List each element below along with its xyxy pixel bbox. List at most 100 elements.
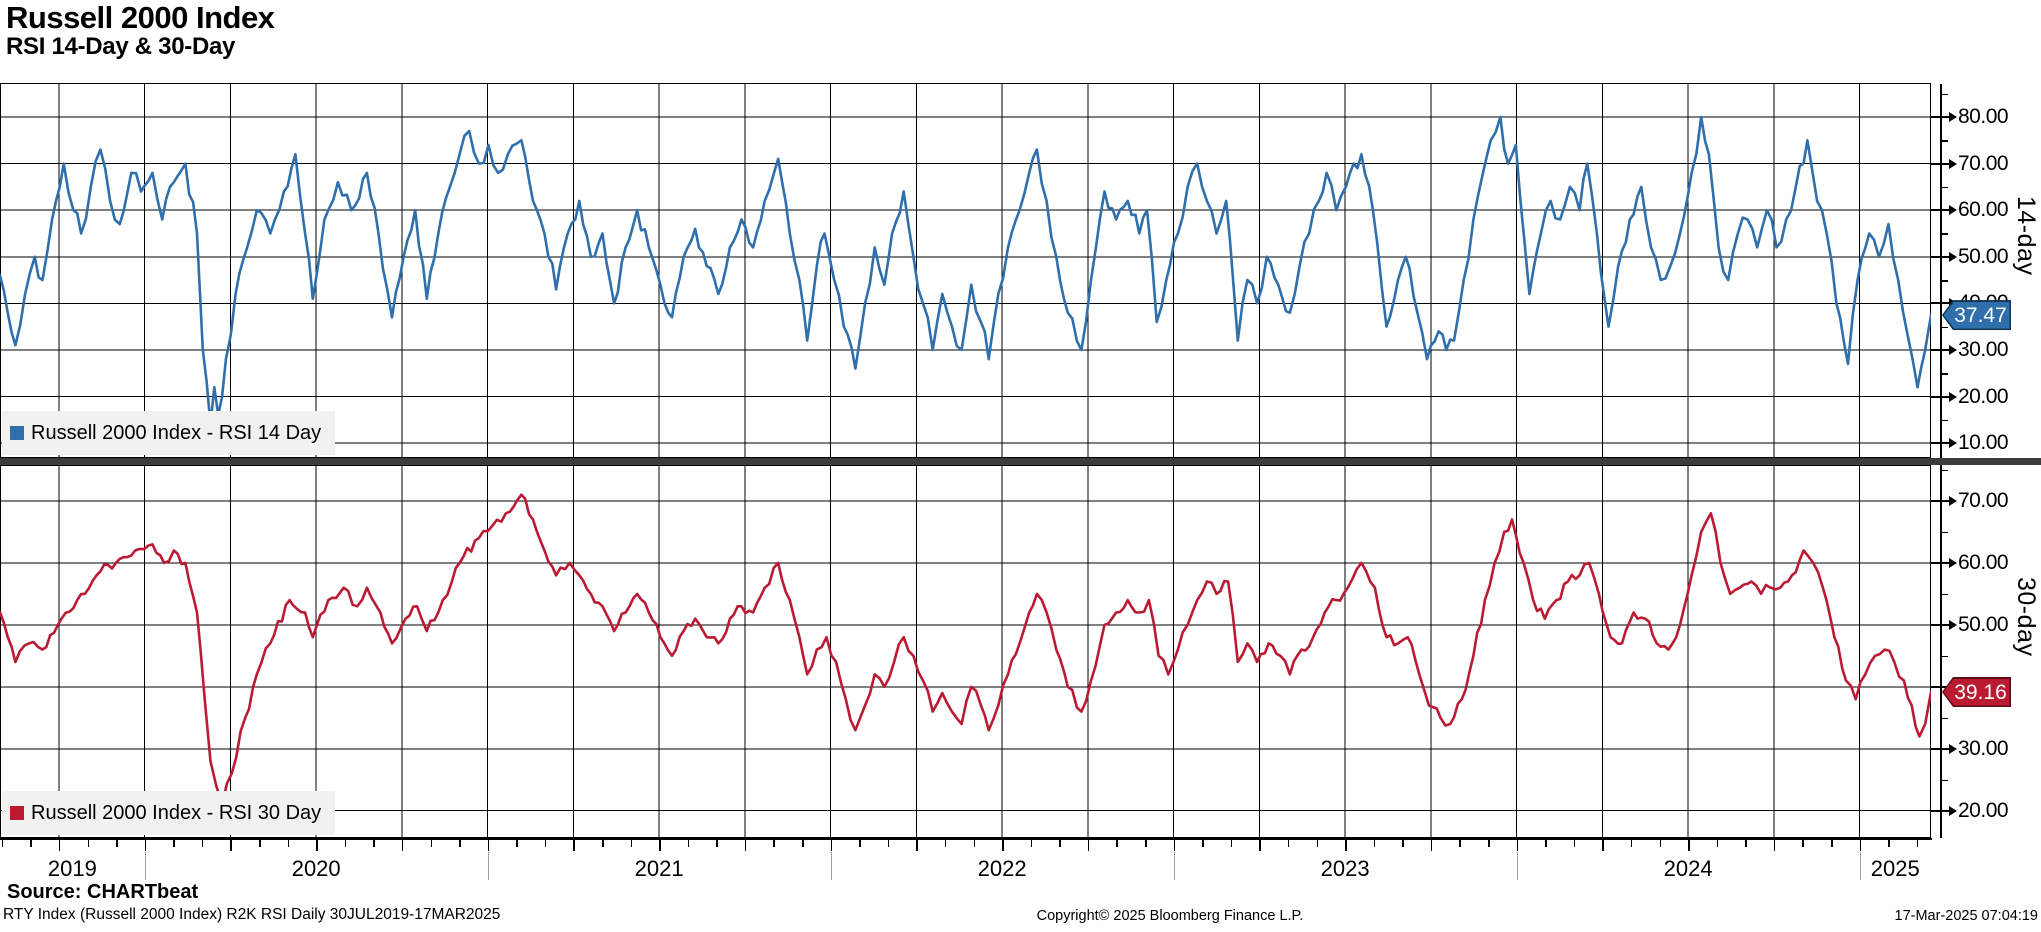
chart-subtitle: RSI 14-Day & 30-Day — [6, 33, 236, 60]
x-month-tick — [1630, 840, 1633, 847]
y-minor-tick — [1940, 717, 1948, 720]
x-month-tick — [1802, 840, 1804, 847]
y-minor-tick — [1940, 186, 1948, 189]
source-label: Source: CHARTbeat — [7, 881, 199, 903]
x-month-tick — [1087, 840, 1090, 851]
x-month-tick — [602, 840, 604, 847]
x-month-tick — [58, 840, 61, 851]
x-month-tick — [1545, 840, 1547, 847]
y-minor-tick — [1940, 531, 1948, 534]
x-month-tick — [1287, 840, 1290, 847]
x-month-tick — [1459, 840, 1461, 847]
y-tick-label: 30.00 — [1958, 337, 2009, 361]
x-month-tick — [1745, 840, 1747, 847]
y-tick-arrow-icon — [1949, 619, 1957, 630]
x-month-tick — [1488, 840, 1490, 847]
x-month-tick — [373, 840, 375, 847]
y-tick-arrow-icon — [1949, 438, 1957, 449]
x-month-tick — [230, 840, 232, 851]
y-tick-arrow-icon — [1949, 205, 1957, 216]
y-minor-tick — [1940, 280, 1948, 282]
y-tick-arrow-icon — [1949, 391, 1957, 402]
x-month-tick — [802, 840, 804, 847]
x-month-tick — [1230, 840, 1233, 847]
y-minor-tick — [1940, 140, 1948, 142]
x-month-tick — [144, 840, 147, 851]
axis-title-30-day: 30-day — [2012, 576, 2040, 656]
y-tick-label: 50.00 — [1958, 612, 2009, 636]
y-tick-label: 20.00 — [1958, 798, 2009, 822]
legend-30-day[interactable]: Russell 2000 Index - RSI 30 Day — [2, 791, 336, 835]
legend-label: Russell 2000 Index - RSI 14 Day — [31, 421, 322, 444]
x-month-tick — [87, 840, 90, 847]
x-month-tick — [1430, 840, 1433, 851]
x-month-tick — [687, 840, 690, 847]
y-tick-label: 30.00 — [1958, 736, 2009, 760]
x-month-tick — [1345, 840, 1347, 851]
x-month-tick — [1573, 840, 1576, 847]
last-value-badge-text: 39.16 — [1943, 678, 2010, 706]
x-month-tick — [430, 840, 433, 847]
x-month-tick — [830, 840, 833, 851]
x-month-tick — [1888, 840, 1890, 847]
x-month-tick — [630, 840, 633, 847]
legend-marker-square — [10, 806, 24, 820]
y-minor-tick — [1940, 469, 1948, 472]
x-month-tick — [859, 840, 861, 847]
y-minor-tick — [1940, 233, 1948, 235]
y-minor-tick — [1940, 93, 1948, 96]
y-tick-label: 70.00 — [1958, 151, 2009, 175]
x-year-label: 2023 — [1320, 856, 1370, 881]
x-axis-line — [0, 838, 1932, 840]
y-tick-label: 80.00 — [1958, 105, 2009, 128]
x-month-tick — [1916, 840, 1919, 847]
x-year-label: 2025 — [1870, 856, 1920, 881]
x-year-separator — [1516, 852, 1519, 880]
chart-meta-line: RTY Index (Russell 2000 Index) R2K RSI D… — [3, 906, 501, 923]
x-month-tick — [1173, 840, 1176, 851]
legend-14-day[interactable]: Russell 2000 Index - RSI 14 Day — [2, 411, 336, 455]
panel-divider[interactable] — [0, 458, 2041, 465]
x-year-label: 2019 — [47, 856, 97, 881]
timestamp: 17-Mar-2025 07:04:19 — [1894, 908, 2039, 924]
x-month-tick — [1059, 840, 1061, 847]
x-month-tick — [573, 840, 575, 851]
x-month-tick — [1602, 840, 1604, 851]
plot-area-14-day[interactable] — [0, 83, 1931, 458]
rsi-30-day-line — [0, 493, 1931, 806]
x-month-tick — [344, 840, 347, 847]
y-tick-arrow-icon — [1949, 495, 1957, 506]
y-tick-label: 70.00 — [1958, 488, 2009, 512]
x-month-tick — [316, 840, 318, 851]
x-year-label: 2021 — [634, 856, 684, 881]
x-month-tick — [1659, 840, 1662, 847]
x-month-tick — [1773, 840, 1776, 851]
x-month-tick — [1030, 840, 1033, 847]
x-month-tick — [1002, 840, 1004, 851]
y-minor-tick — [1940, 655, 1948, 658]
x-month-tick — [1831, 840, 1833, 847]
x-month-tick — [1, 840, 4, 847]
x-month-tick — [1402, 840, 1404, 847]
x-month-tick — [716, 840, 718, 847]
x-month-tick — [401, 840, 404, 851]
y-tick-arrow-icon — [1949, 112, 1957, 122]
plot-area-30-day[interactable] — [0, 465, 1931, 838]
x-month-tick — [1259, 840, 1261, 851]
last-value-badge-text: 37.47 — [1943, 301, 2010, 329]
x-year-separator — [1859, 852, 1862, 880]
x-month-tick — [1116, 840, 1118, 847]
y-minor-tick — [1940, 779, 1948, 782]
x-month-tick — [1316, 840, 1319, 847]
x-month-tick — [116, 840, 118, 847]
x-month-tick — [1145, 840, 1147, 847]
y-tick-label: 10.00 — [1958, 431, 2009, 455]
last-value-badge-14-day: 37.47 — [1942, 300, 2011, 331]
x-year-label: 2022 — [977, 856, 1027, 881]
x-month-tick — [287, 840, 290, 847]
y-tick-label: 60.00 — [1958, 550, 2009, 574]
y-minor-tick — [1940, 593, 1948, 596]
x-month-tick — [1688, 840, 1690, 851]
x-month-tick — [1373, 840, 1376, 847]
